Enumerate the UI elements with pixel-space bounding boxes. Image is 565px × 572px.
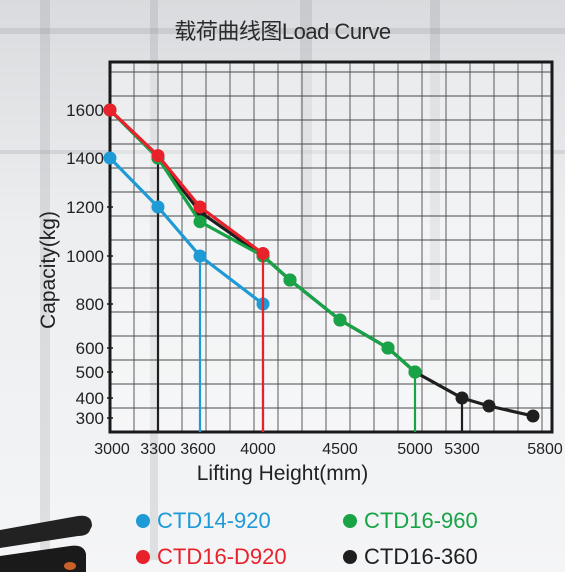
data-point-ctd16-960 [333, 313, 347, 327]
x-tick-label: 3600 [180, 441, 216, 458]
legend-marker [343, 550, 357, 564]
background-beam [430, 0, 440, 300]
y-tick-label: 300 [76, 409, 104, 428]
series-line-ctd16-960 [108, 108, 417, 374]
x-tick-label: 4000 [240, 441, 276, 458]
legend-item-ctd16-d920: CTD16-D920 [136, 544, 287, 570]
legend-label: CTD16-960 [364, 508, 478, 533]
legend-item-ctd16-360: CTD16-360 [343, 544, 478, 570]
legend-marker [136, 550, 150, 564]
series-line-ctd16-d920 [108, 108, 264, 255]
x-axis-label: Lifting Height(mm) [196, 462, 369, 485]
y-tick-label: 1000 [66, 247, 104, 266]
data-point-ctd16-360 [526, 409, 540, 423]
background-beam [0, 28, 565, 34]
series-line-ctd14-920 [108, 156, 264, 306]
background-beam [150, 0, 158, 560]
data-point-ctd14-920 [151, 200, 165, 214]
x-tick-label: 5300 [444, 441, 480, 458]
background-beam [300, 0, 312, 300]
data-point-ctd14-920 [193, 249, 207, 263]
y-tick-label: 500 [76, 363, 104, 382]
background-beam [40, 0, 50, 560]
data-point-ctd16-d920 [256, 247, 270, 261]
legend-label: CTD16-360 [364, 544, 478, 569]
data-point-ctd16-960 [283, 273, 297, 287]
data-point-ctd16-960 [408, 365, 422, 379]
data-point-ctd16-d920 [103, 103, 117, 117]
x-tick-label: 3300 [140, 441, 176, 458]
data-point-ctd16-d920 [151, 149, 165, 163]
y-tick-label: 800 [76, 295, 104, 314]
legend-label: CTD16-D920 [157, 544, 287, 569]
data-point-ctd16-360 [482, 399, 496, 413]
data-point-ctd16-360 [455, 391, 469, 405]
plot-area [110, 62, 552, 432]
plot-frame [108, 60, 554, 434]
legend-label: CTD14-920 [157, 508, 271, 533]
background-beam [0, 150, 565, 154]
legend-marker [343, 514, 357, 528]
x-tick-label: 4500 [322, 441, 358, 458]
legend-item-ctd16-960: CTD16-960 [343, 508, 478, 534]
data-point-ctd16-960 [193, 215, 207, 229]
data-point-ctd16-960 [381, 341, 395, 355]
legend-item-ctd14-920: CTD14-920 [136, 508, 271, 534]
chart-title: 载荷曲线图Load Curve [174, 19, 391, 44]
y-axis-label: Capacity(kg) [37, 211, 60, 329]
x-tick-label: 3000 [94, 441, 130, 458]
data-point-ctd14-920 [103, 151, 117, 165]
y-tick-label: 1600 [66, 101, 104, 120]
data-point-ctd16-d920 [193, 200, 207, 214]
forklift-fork-image [0, 515, 92, 572]
y-tick-label: 1400 [66, 149, 104, 168]
y-tick-label: 600 [76, 339, 104, 358]
y-tick-label: 400 [76, 389, 104, 408]
x-tick-label: 5800 [527, 441, 563, 458]
y-tick-label: 1200 [66, 198, 104, 217]
legend-marker [136, 514, 150, 528]
x-tick-label: 5000 [397, 441, 433, 458]
